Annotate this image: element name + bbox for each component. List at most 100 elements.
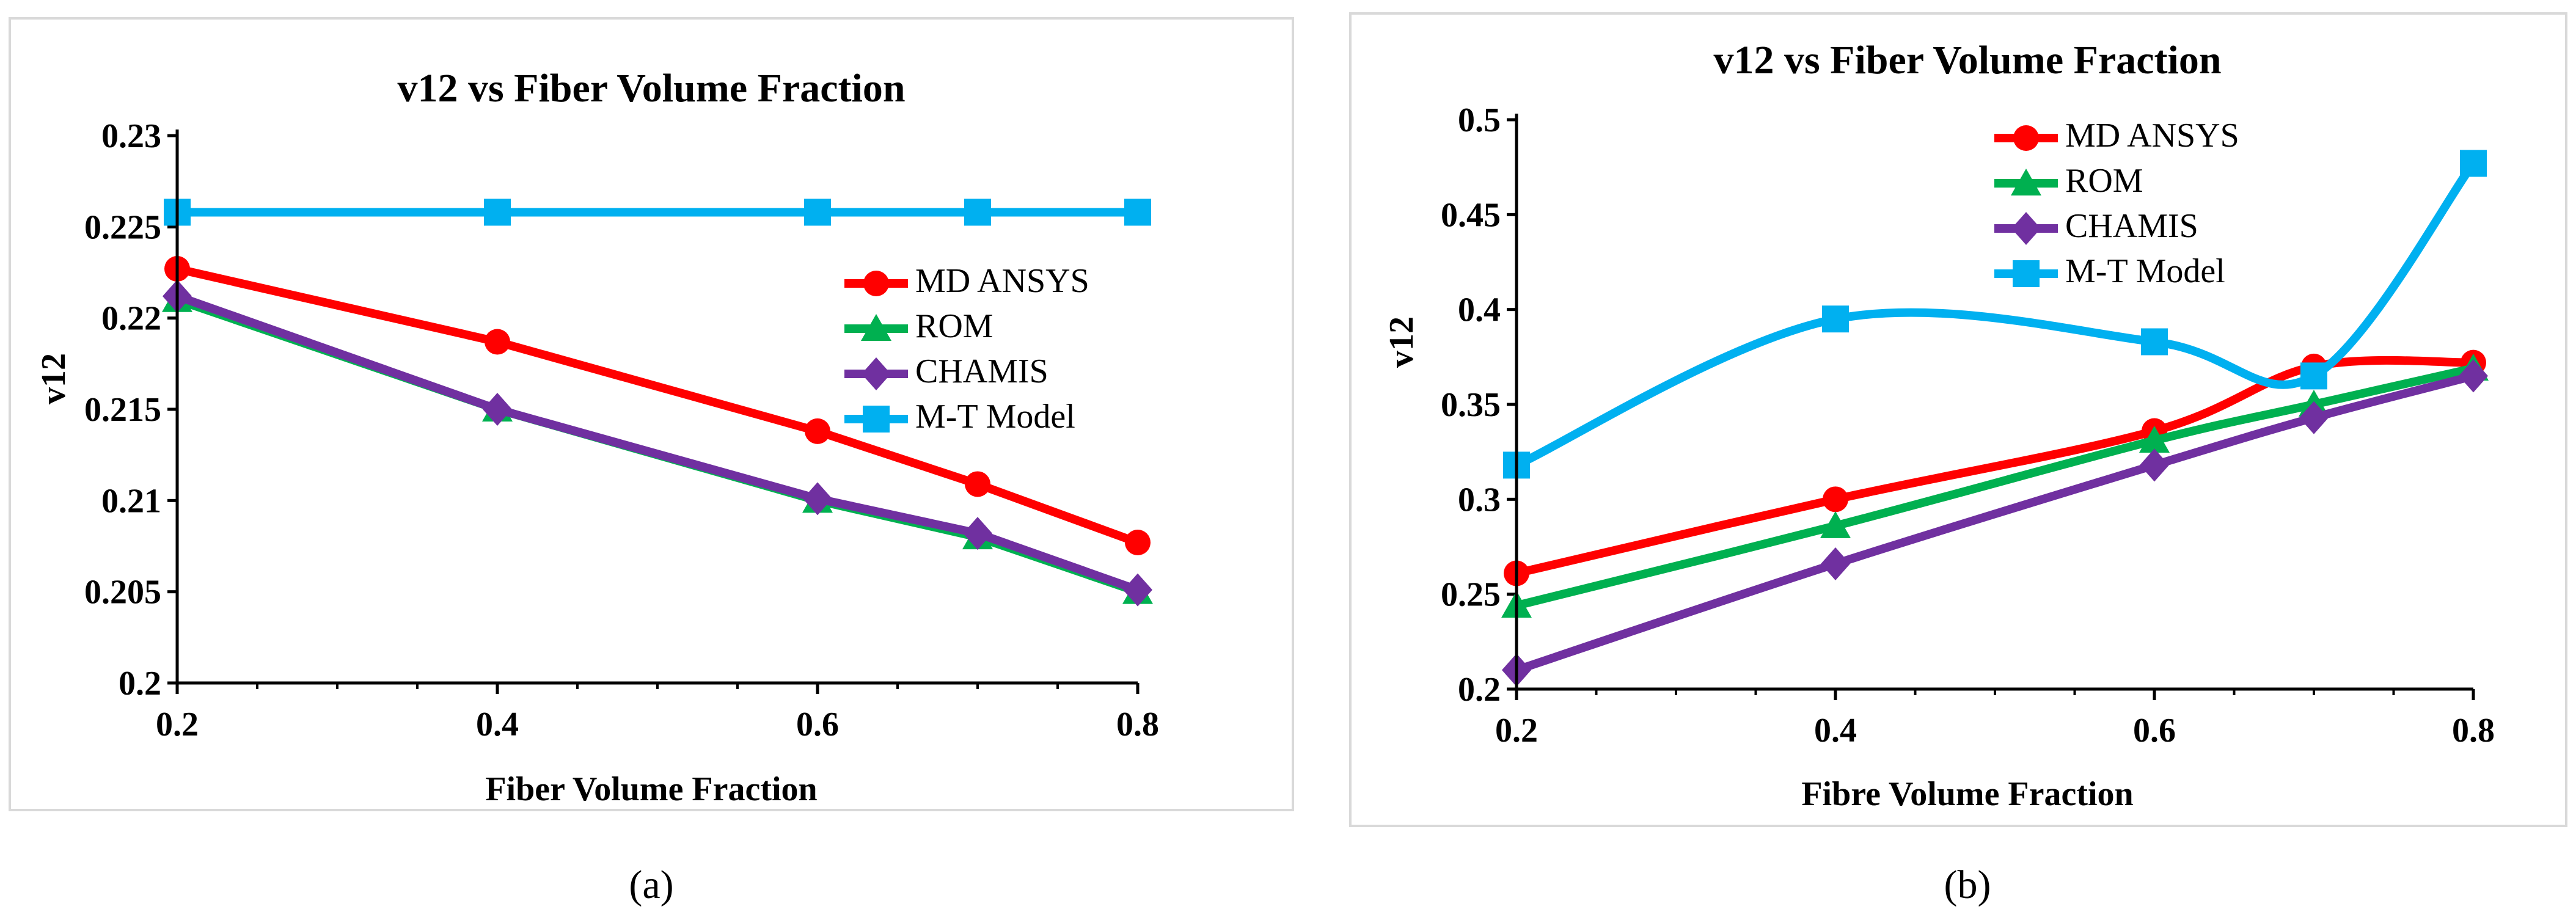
data-point-chamis xyxy=(2299,401,2329,434)
y-tick-label: 0.23 xyxy=(101,117,161,155)
y-tick-label: 0.21 xyxy=(101,482,161,520)
x-axis-title: Fibre Volume Fraction xyxy=(1801,775,2133,813)
series-layer xyxy=(162,199,1153,607)
series-line-m-t-model xyxy=(1512,159,2478,470)
data-point-md-ansys xyxy=(965,471,990,497)
chart-title: v12 vs Fiber Volume Fraction xyxy=(397,66,905,111)
legend-item-chamis: CHAMIS xyxy=(1994,207,2198,245)
y-tick-label: 0.225 xyxy=(84,208,161,246)
legend: MD ANSYS ROM CHAMIS M-T Model xyxy=(844,262,1089,436)
y-tick-label: 0.2 xyxy=(119,665,161,703)
legend-label-md-ansys: MD ANSYS xyxy=(915,262,1089,300)
series-line-md-ansys xyxy=(1512,356,2478,578)
data-point-chamis xyxy=(483,393,512,426)
x-tick-label: 0.4 xyxy=(476,706,519,743)
x-tick-label: 0.8 xyxy=(1116,706,1159,743)
x-tick-label: 0.2 xyxy=(156,706,199,743)
legend-swatch-chamis xyxy=(1994,212,2058,245)
data-point-m-t-model xyxy=(2300,362,2327,390)
series-chamis xyxy=(163,279,1152,607)
chart-frame xyxy=(1349,12,2567,827)
x-axis-ticks: 0.2 0.4 0.6 0.8 xyxy=(1495,689,2495,750)
panel-label: (a) xyxy=(629,863,673,907)
data-point-md-ansys xyxy=(1823,486,1848,513)
legend-item-m-t-model: M-T Model xyxy=(1994,252,2225,290)
panel-label: (b) xyxy=(1944,863,1991,907)
legend-marker-chamis xyxy=(862,357,891,390)
data-point-m-t-model xyxy=(2141,328,2168,356)
legend-swatch-md-ansys xyxy=(844,271,908,296)
legend-label-m-t-model: M-T Model xyxy=(915,398,1075,436)
legend: MD ANSYS ROM CHAMIS M-T Model xyxy=(1994,117,2239,290)
data-point-m-t-model xyxy=(1124,199,1151,226)
y-tick-label: 0.22 xyxy=(101,300,161,338)
legend-label-chamis: CHAMIS xyxy=(2065,207,2198,245)
axes xyxy=(1515,114,2473,691)
legend-label-md-ansys: MD ANSYS xyxy=(2065,117,2239,155)
legend-swatch-chamis xyxy=(844,357,908,390)
data-point-m-t-model xyxy=(484,199,511,226)
chart-panel-b: v12 vs Fiber Volume Fraction Fibre Volum… xyxy=(1349,12,2567,907)
legend-swatch-rom xyxy=(844,314,908,341)
legend-swatch-md-ansys xyxy=(1994,125,2058,151)
series-line-rom xyxy=(1512,363,2478,610)
series-m-t-model xyxy=(164,199,1151,226)
legend-marker-md-ansys xyxy=(863,271,889,296)
y-tick-label: 0.35 xyxy=(1441,386,1501,424)
legend-marker-md-ansys xyxy=(2013,125,2039,151)
chart-panel-a: v12 vs Fiber Volume Fraction Fiber Volum… xyxy=(9,17,1294,907)
y-tick-label: 0.45 xyxy=(1441,196,1501,234)
legend-label-chamis: CHAMIS xyxy=(915,352,1048,390)
series-layer xyxy=(1501,150,2489,687)
legend-label-m-t-model: M-T Model xyxy=(2065,252,2225,290)
y-axis-title: v12 xyxy=(1383,316,1421,368)
y-tick-label: 0.5 xyxy=(1458,101,1501,139)
legend-item-chamis: CHAMIS xyxy=(844,352,1048,390)
legend-marker-rom xyxy=(2011,169,2041,195)
series-chamis xyxy=(1502,359,2488,687)
y-axis-ticks: 0.2 0.25 0.3 0.35 0.4 0.45 0.5 xyxy=(1441,101,1517,709)
data-point-chamis xyxy=(2140,448,2169,482)
data-point-rom xyxy=(2139,426,2170,453)
axes xyxy=(175,130,1138,685)
data-point-m-t-model xyxy=(2460,150,2487,177)
data-point-md-ansys xyxy=(485,329,510,355)
series-md-ansys xyxy=(164,256,1151,556)
legend-marker-m-t-model xyxy=(2013,260,2040,287)
legend-label-rom: ROM xyxy=(2065,162,2143,200)
data-point-m-t-model xyxy=(804,199,831,226)
legend-marker-chamis xyxy=(2011,212,2041,245)
x-tick-label: 0.6 xyxy=(796,706,839,743)
data-point-rom xyxy=(1820,511,1851,538)
x-tick-label: 0.4 xyxy=(1814,712,1857,750)
x-tick-label: 0.8 xyxy=(2452,712,2495,750)
y-tick-label: 0.25 xyxy=(1441,576,1501,614)
legend-marker-rom xyxy=(861,314,891,341)
data-point-m-t-model xyxy=(964,199,991,226)
x-axis-title: Fiber Volume Fraction xyxy=(485,770,817,808)
y-tick-label: 0.3 xyxy=(1458,481,1501,519)
legend-item-md-ansys: MD ANSYS xyxy=(844,262,1089,300)
legend-label-rom: ROM xyxy=(915,307,993,345)
legend-item-rom: ROM xyxy=(1994,162,2143,200)
series-line-chamis xyxy=(1512,371,2478,674)
y-tick-label: 0.205 xyxy=(84,574,161,611)
legend-swatch-m-t-model xyxy=(1994,260,2058,287)
data-point-chamis xyxy=(2459,359,2488,393)
legend-item-rom: ROM xyxy=(844,307,993,345)
data-point-chamis xyxy=(1123,573,1152,607)
x-tick-label: 0.6 xyxy=(2133,712,2176,750)
data-point-chamis xyxy=(963,517,992,550)
legend-swatch-m-t-model xyxy=(844,406,908,433)
data-point-md-ansys xyxy=(805,418,830,444)
chart-title: v12 vs Fiber Volume Fraction xyxy=(1713,38,2221,82)
y-tick-label: 0.4 xyxy=(1458,291,1501,329)
legend-marker-m-t-model xyxy=(863,406,890,433)
chart-frame xyxy=(9,17,1294,811)
legend-item-m-t-model: M-T Model xyxy=(844,398,1075,436)
data-point-md-ansys xyxy=(1125,530,1151,556)
data-point-chamis xyxy=(803,482,832,516)
data-point-m-t-model xyxy=(1822,305,1849,333)
data-point-chamis xyxy=(1821,547,1850,580)
